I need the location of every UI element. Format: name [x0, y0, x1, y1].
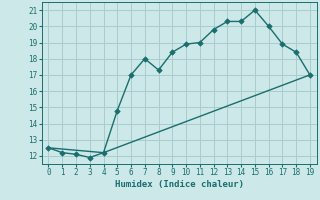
X-axis label: Humidex (Indice chaleur): Humidex (Indice chaleur) — [115, 180, 244, 189]
